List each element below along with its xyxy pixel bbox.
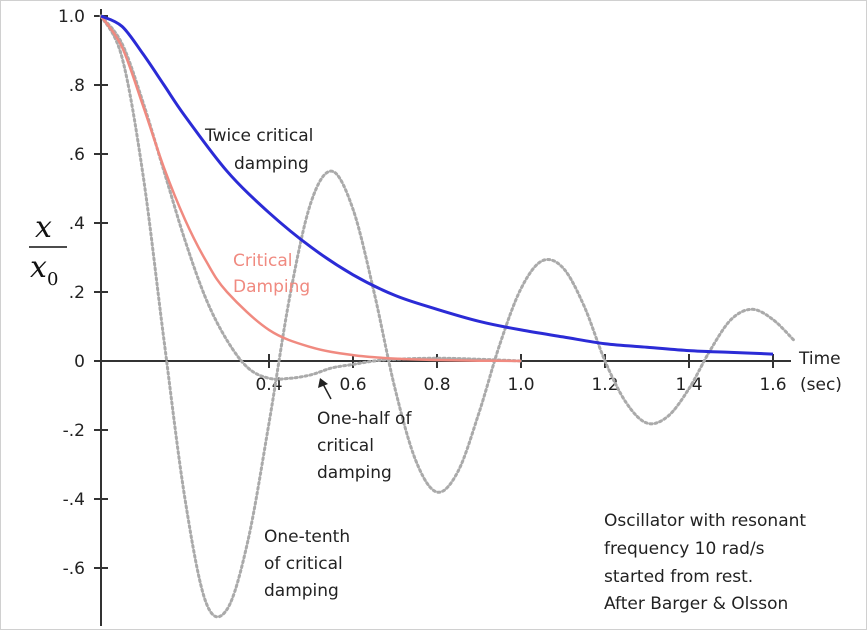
y-tick-label: .2 xyxy=(69,283,85,303)
y-tick-label: .6 xyxy=(69,145,85,165)
x-tick-label: 0.6 xyxy=(339,375,366,395)
series-critical xyxy=(99,15,522,363)
annotation-half-line1: One-half of xyxy=(317,409,412,429)
series-layer xyxy=(99,14,796,619)
x-axis-unit: (sec) xyxy=(800,375,842,395)
y-tick-label: 0 xyxy=(74,352,85,372)
y-tick-label: .4 xyxy=(69,214,85,234)
note-line1: Oscillator with resonant xyxy=(604,511,806,531)
y-axis-label: x x 0 xyxy=(29,210,67,290)
y-tick-label: -.6 xyxy=(63,559,85,579)
y-tick-label: .8 xyxy=(69,76,85,96)
x-tick-label: 1.6 xyxy=(759,375,786,395)
y-label-denominator: x xyxy=(30,250,47,285)
x-tick-label: 0.8 xyxy=(423,375,450,395)
arrow-half xyxy=(318,378,332,400)
annotation-tenth-line3: damping xyxy=(264,581,339,601)
x-tick-label: 1.0 xyxy=(507,375,534,395)
annotation-twice-line2: damping xyxy=(234,154,309,174)
series-one-half-critical xyxy=(99,14,523,381)
annotation-half-line2: critical xyxy=(317,436,374,456)
note-line4: After Barger & Olsson xyxy=(604,594,788,614)
x-tick-label: 1.4 xyxy=(675,375,702,395)
annotation-half-line3: damping xyxy=(317,463,392,483)
y-tick-label: -.2 xyxy=(63,421,85,441)
y-tick-label: 1.0 xyxy=(58,7,85,27)
x-tick-label: 1.2 xyxy=(591,375,618,395)
annotation-critical-line1: Critical xyxy=(233,251,292,271)
series-twice-critical xyxy=(100,14,774,356)
y-label-subscript: 0 xyxy=(47,269,58,290)
note-line3: started from rest. xyxy=(604,567,753,587)
series-one-tenth-critical xyxy=(99,14,796,619)
note-line2: frequency 10 rad/s xyxy=(604,539,765,559)
annotation-critical-line2: Damping xyxy=(233,277,310,297)
annotation-tenth-line1: One-tenth xyxy=(264,527,350,547)
annotation-twice-line1: Twice critical xyxy=(204,126,313,146)
y-tick-label: -.4 xyxy=(63,490,85,510)
x-axis-label: Time xyxy=(798,349,841,369)
tick-group: 0.4 0.6 0.8 1.0 1.2 1.4 1.61.0.8.6.4.20-.2-.4-… xyxy=(58,7,787,579)
annotation-tenth-line2: of critical xyxy=(264,554,343,574)
y-label-numerator: x xyxy=(35,210,52,245)
